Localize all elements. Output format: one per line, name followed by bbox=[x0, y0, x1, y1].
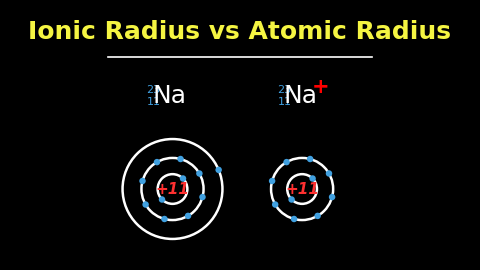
Circle shape bbox=[159, 196, 165, 203]
Text: 23: 23 bbox=[146, 85, 161, 96]
Circle shape bbox=[185, 213, 191, 219]
Circle shape bbox=[154, 159, 160, 165]
Circle shape bbox=[269, 178, 276, 184]
Text: 11: 11 bbox=[277, 97, 291, 107]
Circle shape bbox=[314, 213, 321, 219]
Circle shape bbox=[216, 167, 222, 173]
Circle shape bbox=[283, 159, 290, 165]
Circle shape bbox=[326, 170, 332, 177]
Circle shape bbox=[199, 194, 206, 200]
Circle shape bbox=[196, 170, 203, 177]
Circle shape bbox=[310, 175, 316, 182]
Circle shape bbox=[288, 196, 295, 203]
Circle shape bbox=[177, 156, 184, 162]
Circle shape bbox=[307, 156, 313, 162]
Text: +: + bbox=[312, 77, 329, 97]
Text: +11: +11 bbox=[285, 181, 319, 197]
Circle shape bbox=[143, 201, 149, 208]
Circle shape bbox=[161, 216, 168, 222]
Circle shape bbox=[291, 216, 297, 222]
Circle shape bbox=[272, 201, 278, 208]
Text: 23: 23 bbox=[277, 85, 292, 96]
Text: Na: Na bbox=[284, 84, 318, 108]
Text: Ionic Radius vs Atomic Radius: Ionic Radius vs Atomic Radius bbox=[28, 21, 452, 44]
Text: 11: 11 bbox=[146, 97, 161, 107]
Circle shape bbox=[139, 178, 146, 184]
Text: +11: +11 bbox=[156, 181, 190, 197]
Text: Na: Na bbox=[153, 84, 187, 108]
Circle shape bbox=[329, 194, 336, 200]
Circle shape bbox=[180, 175, 186, 182]
